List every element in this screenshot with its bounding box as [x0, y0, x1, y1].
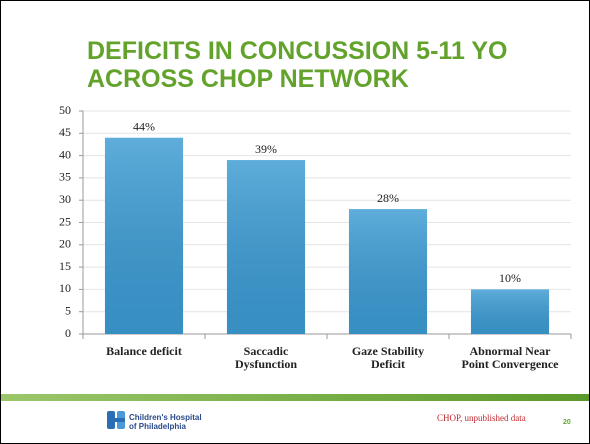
bar-shade — [226, 160, 306, 334]
value-label: 10% — [499, 271, 521, 285]
y-tick-label: 40 — [59, 147, 71, 161]
value-label: 39% — [255, 142, 277, 156]
page-number: 20 — [563, 419, 571, 426]
footer-band — [1, 394, 589, 401]
y-tick-label: 0 — [65, 326, 71, 340]
bar-shade — [470, 289, 550, 334]
bar-shade — [104, 137, 184, 334]
logo-line: Children's Hospital — [129, 413, 202, 422]
x-tick-label: Abnormal Near Point Convergence — [461, 344, 559, 371]
y-tick-label: 20 — [59, 237, 71, 251]
value-label: 28% — [377, 191, 399, 205]
logo-icon — [107, 411, 125, 429]
value-label: 44% — [133, 120, 155, 134]
y-tick-label: 10 — [59, 281, 71, 295]
logo-text: Children's Hospital of Philadelphia — [129, 413, 202, 431]
x-tick-label: Saccadic Dysfunction — [234, 344, 297, 371]
y-tick-label: 35 — [59, 170, 71, 184]
y-tick-label: 25 — [59, 214, 71, 228]
bar-shade — [348, 209, 428, 334]
x-tick-label: Gaze Stability Deficit — [351, 344, 425, 371]
y-tick-label: 5 — [65, 303, 71, 317]
y-tick-label: 45 — [59, 125, 71, 139]
x-tick-label: Balance deficit — [106, 344, 182, 358]
y-tick-label: 30 — [59, 192, 71, 206]
slide-title: DEFICITS IN CONCUSSION 5-11 YO ACROSS CH… — [87, 37, 508, 93]
source-note: CHOP, unpublished data — [437, 413, 526, 423]
y-tick-label: 50 — [59, 103, 71, 117]
y-tick-label: 15 — [59, 259, 71, 273]
logo-line: of Philadelphia — [129, 422, 186, 431]
